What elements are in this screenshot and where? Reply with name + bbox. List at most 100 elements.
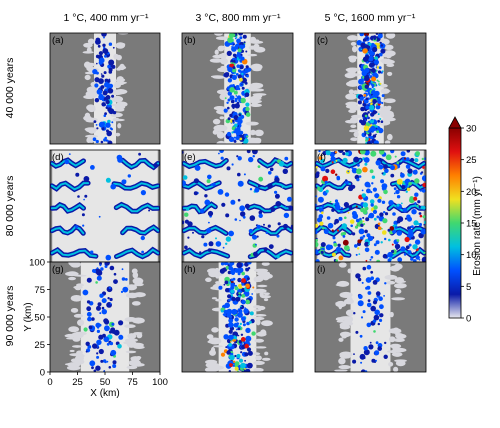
erosion-speck	[337, 243, 341, 247]
erosion-speck	[376, 66, 380, 69]
erosion-speck	[377, 70, 382, 74]
shoulder-blob	[253, 360, 265, 365]
erosion-speck	[405, 190, 408, 193]
erosion-speck	[99, 262, 102, 266]
shoulder-blob	[212, 118, 221, 125]
erosion-speck	[331, 229, 334, 232]
erosion-speck	[418, 259, 421, 261]
erosion-speck	[92, 137, 97, 141]
erosion-speck	[370, 270, 374, 274]
erosion-speck	[107, 64, 112, 69]
shoulder-blob	[87, 38, 95, 45]
erosion-speck	[232, 106, 235, 109]
erosion-speck	[248, 179, 250, 182]
erosion-speck	[355, 205, 358, 208]
erosion-speck	[414, 158, 419, 163]
erosion-speck	[248, 320, 252, 324]
y-tick-label: 75	[34, 285, 45, 296]
erosion-speck	[415, 151, 420, 156]
erosion-speck	[389, 226, 395, 231]
shoulder-blob	[245, 121, 259, 126]
column-title-3: 5 °C, 1600 mm yr⁻¹	[325, 12, 416, 24]
erosion-speck	[242, 323, 246, 327]
erosion-speck	[370, 305, 377, 312]
erosion-speck	[384, 282, 387, 285]
erosion-speck	[75, 225, 79, 229]
erosion-speck	[348, 205, 353, 210]
erosion-speck	[218, 285, 223, 290]
shoulder-blob	[66, 365, 81, 371]
erosion-speck	[232, 283, 236, 286]
erosion-speck	[336, 229, 340, 232]
erosion-speck	[110, 183, 116, 190]
erosion-speck	[240, 351, 243, 354]
erosion-speck	[225, 266, 230, 270]
shoulder-blob	[263, 298, 269, 302]
erosion-speck	[233, 115, 239, 121]
erosion-speck	[422, 166, 425, 169]
shoulder-blob	[132, 332, 142, 335]
erosion-speck	[372, 187, 377, 192]
erosion-speck	[355, 273, 361, 279]
erosion-speck	[220, 156, 224, 160]
erosion-speck	[411, 209, 417, 215]
shoulder-blob	[344, 317, 353, 324]
erosion-speck	[184, 212, 189, 217]
erosion-speck	[98, 78, 104, 84]
shoulder-blob	[132, 277, 144, 285]
erosion-speck	[372, 66, 375, 68]
erosion-speck	[245, 299, 251, 305]
erosion-speck	[356, 168, 362, 175]
erosion-speck	[275, 201, 282, 207]
erosion-speck	[350, 224, 354, 228]
erosion-speck	[239, 77, 243, 82]
erosion-speck	[332, 236, 336, 240]
erosion-speck	[331, 252, 336, 257]
erosion-speck	[330, 169, 336, 174]
erosion-speck	[239, 137, 243, 141]
erosion-speck	[91, 366, 94, 370]
erosion-speck	[365, 44, 371, 50]
erosion-speck	[359, 96, 364, 101]
erosion-speck	[357, 247, 360, 250]
erosion-speck	[244, 359, 247, 362]
erosion-speck	[367, 111, 370, 114]
erosion-speck	[95, 281, 98, 284]
erosion-speck	[339, 159, 342, 162]
shoulder-blob	[386, 105, 392, 110]
erosion-speck	[315, 173, 320, 179]
erosion-speck	[228, 230, 235, 237]
erosion-speck	[90, 165, 95, 170]
erosion-speck	[322, 151, 327, 156]
erosion-speck	[121, 179, 127, 185]
erosion-speck	[377, 113, 380, 115]
erosion-speck	[241, 278, 247, 283]
shoulder-blob	[391, 297, 405, 301]
erosion-speck	[363, 349, 370, 356]
erosion-speck	[366, 302, 372, 308]
erosion-speck	[243, 41, 246, 44]
erosion-speck	[240, 211, 246, 217]
shoulder-blob	[390, 262, 399, 264]
erosion-speck	[237, 370, 239, 372]
shoulder-blob	[217, 141, 225, 144]
erosion-speck	[380, 44, 384, 47]
erosion-speck	[404, 217, 408, 220]
erosion-speck	[412, 169, 418, 175]
erosion-speck	[365, 286, 369, 290]
erosion-speck	[382, 231, 386, 235]
erosion-speck	[245, 368, 251, 372]
erosion-speck	[376, 130, 379, 134]
erosion-speck	[219, 150, 224, 153]
erosion-speck	[377, 198, 382, 203]
erosion-speck	[99, 312, 102, 315]
erosion-speck	[118, 334, 124, 340]
erosion-speck	[343, 245, 350, 251]
shoulder-blob	[255, 289, 260, 294]
erosion-speck	[237, 172, 241, 177]
shoulder-blob	[84, 127, 98, 132]
erosion-speck	[252, 286, 255, 289]
erosion-speck	[224, 192, 230, 197]
erosion-speck	[245, 102, 250, 107]
erosion-speck	[340, 210, 343, 214]
